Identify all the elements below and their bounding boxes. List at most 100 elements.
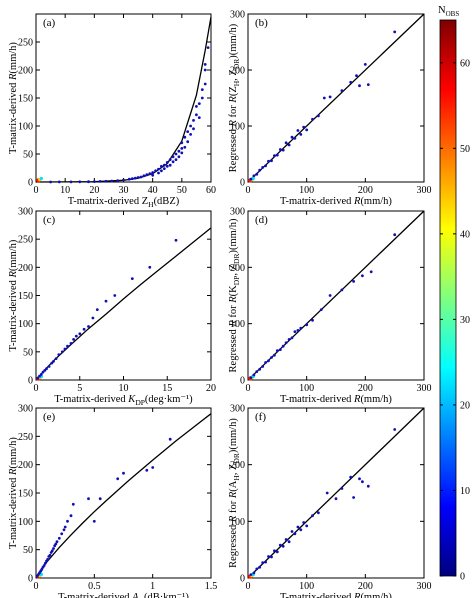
data-point — [261, 561, 265, 565]
fit-line — [247, 407, 425, 579]
x-tick-label: 100 — [299, 581, 314, 592]
x-tick-label: 300 — [417, 383, 432, 394]
data-point — [66, 519, 69, 523]
data-point — [349, 475, 353, 479]
data-point — [168, 163, 172, 167]
data-point — [200, 96, 204, 100]
data-point — [281, 148, 285, 152]
x-axis-label-sub: H — [148, 200, 154, 209]
y-tick-label: 50 — [23, 545, 33, 556]
data-point — [206, 46, 210, 49]
data-point — [122, 471, 125, 475]
data-point — [255, 567, 259, 571]
x-tick-label: 0 — [246, 383, 251, 394]
x-axis-label: T-matrix-derived R(mm/h) — [280, 394, 392, 405]
data-point — [87, 497, 90, 501]
data-point — [302, 521, 306, 524]
x-tick-label: 50 — [177, 185, 187, 196]
data-point — [317, 511, 320, 515]
data-point — [275, 153, 279, 157]
colorbar-title-sub: OBS — [446, 10, 460, 18]
x-tick-label: 0.5 — [88, 581, 101, 592]
panel-label: (c) — [43, 214, 56, 226]
panel-label: (d) — [255, 214, 268, 226]
x-axis-label-text: T-matrix-derived — [280, 196, 354, 207]
data-point — [36, 376, 40, 380]
data-point — [278, 148, 282, 151]
data-point — [57, 180, 61, 184]
y-tick-label: 200 — [230, 66, 245, 77]
data-point — [157, 171, 160, 175]
x-axis-label: T-matrix-derived R(mm/h) — [280, 592, 392, 598]
data-point — [355, 74, 358, 77]
x-tick-label: 0 — [34, 383, 39, 394]
data-point — [48, 553, 52, 557]
data-point — [69, 180, 73, 184]
y-tick-label: 0 — [240, 574, 245, 585]
y-axis-label: T-matrix-derived R(mm/h) — [8, 437, 19, 549]
data-point — [165, 164, 169, 168]
x-tick-label: 15 — [162, 383, 172, 394]
data-point — [273, 549, 276, 553]
data-point — [91, 316, 95, 320]
data-point — [183, 135, 187, 139]
data-point — [264, 361, 267, 364]
data-point — [177, 155, 181, 159]
y-tick-label: 100 — [18, 517, 33, 528]
panel-label: (a) — [43, 17, 56, 29]
data-point — [284, 141, 288, 145]
data-point — [203, 63, 207, 66]
data-point — [49, 180, 52, 184]
x-tick-label: 0 — [246, 185, 251, 196]
y-axis-label-var: R — [8, 468, 19, 476]
data-point — [264, 164, 267, 168]
panel-d: 0 100 200 300 0 100 200 300 (d) T-matrix-derived … — [228, 207, 432, 406]
data-point — [98, 497, 102, 501]
data-point — [87, 180, 90, 184]
y-axis-label-sub1: DP — [232, 276, 241, 286]
data-point — [328, 95, 332, 99]
data-point — [151, 171, 155, 174]
data-point — [87, 325, 90, 328]
data-point — [349, 80, 353, 84]
data-point — [311, 318, 314, 322]
y-axis-label-var: R — [228, 320, 239, 328]
data-point — [162, 163, 166, 167]
y-tick-label: 50 — [23, 347, 33, 358]
data-point — [361, 274, 364, 278]
y-axis-label-text: T-matrix-derived — [8, 80, 19, 154]
data-point — [325, 491, 329, 495]
data-point — [322, 96, 326, 100]
data-point — [71, 502, 75, 506]
y-axis-label-func: R — [228, 296, 239, 304]
data-point — [311, 117, 314, 121]
y-axis-label-text: Regressed — [228, 327, 239, 373]
x-tick-label: 0 — [34, 581, 39, 592]
x-tick-label: 200 — [358, 581, 373, 592]
x-axis-label-text: T-matrix-derived — [54, 394, 128, 405]
data-point-dense — [39, 176, 43, 181]
data-point — [249, 376, 253, 380]
data-point — [369, 270, 373, 274]
colorbar-tick-label: 30 — [460, 315, 470, 326]
data-point — [116, 179, 120, 183]
data-point — [361, 480, 364, 484]
y-tick-label: 250 — [18, 432, 33, 443]
data-point — [366, 83, 370, 86]
panel-a: 0 10 20 30 40 50 60 0 50 100 150 200 250 (a) T-matrix-… — [8, 13, 216, 209]
data-point — [189, 133, 193, 136]
y-tick-label: 300 — [230, 10, 245, 21]
axes-frame — [35, 210, 212, 381]
x-axis-label-sub: H — [139, 596, 145, 598]
fit-line — [35, 413, 212, 579]
y-tick-label: 0 — [28, 178, 33, 189]
data-point — [180, 151, 184, 155]
data-point — [284, 538, 288, 541]
data-point — [302, 125, 306, 129]
data-point — [273, 353, 276, 357]
data-point — [200, 88, 204, 91]
y-tick-label: 200 — [230, 460, 245, 471]
data-point — [267, 159, 270, 163]
data-point — [299, 326, 303, 330]
